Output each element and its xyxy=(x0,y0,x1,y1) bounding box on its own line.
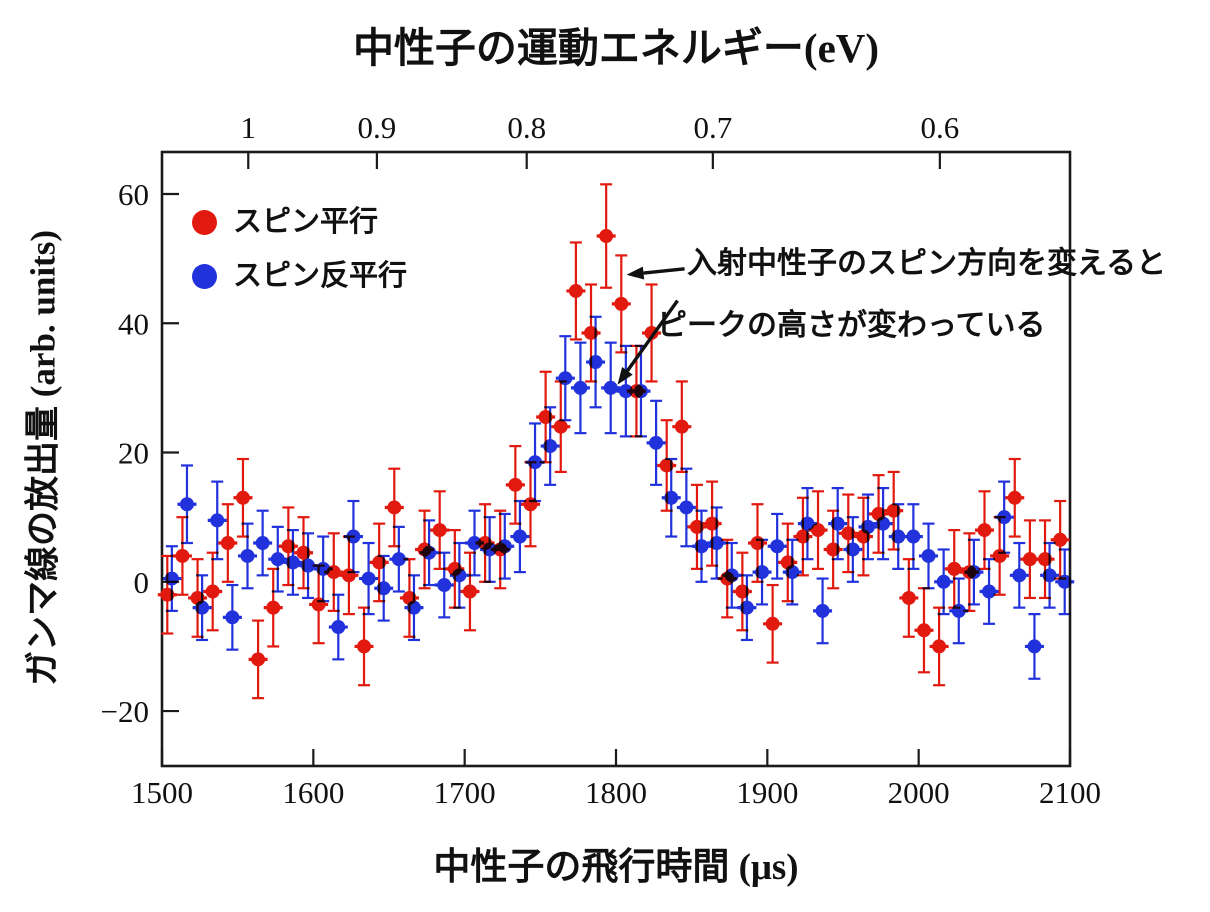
x-axis-ticks: 1500 1600 1700 1800 1900 2000 2100 xyxy=(131,749,1101,810)
svg-text:2100: 2100 xyxy=(1039,775,1101,810)
svg-text:1800: 1800 xyxy=(585,775,647,810)
svg-text:−20: −20 xyxy=(101,694,149,729)
legend-marker-blue-icon xyxy=(192,263,217,289)
top-axis-ticks: 1 0.9 0.8 0.7 0.6 xyxy=(241,110,959,169)
legend-item-spin-antiparallel: スピン反平行 xyxy=(192,260,407,292)
svg-text:20: 20 xyxy=(118,436,149,471)
legend-label-spin-antiparallel: スピン反平行 xyxy=(233,260,408,292)
svg-text:0.6: 0.6 xyxy=(920,110,959,145)
svg-text:1900: 1900 xyxy=(736,775,798,810)
series-spin-antiparallel xyxy=(162,315,1075,680)
svg-text:0.8: 0.8 xyxy=(507,110,546,145)
x-axis-title: 中性子の飛行時間 (μs) xyxy=(433,847,799,888)
legend-item-spin-parallel: スピン平行 xyxy=(192,206,378,238)
top-axis-title: 中性子の運動エネルギー(eV) xyxy=(352,25,880,71)
svg-text:60: 60 xyxy=(118,177,149,212)
svg-text:2000: 2000 xyxy=(888,775,950,810)
svg-text:0.7: 0.7 xyxy=(693,110,732,145)
svg-text:0: 0 xyxy=(134,565,150,600)
svg-text:1: 1 xyxy=(241,110,257,145)
series-spin-parallel xyxy=(157,183,1070,700)
legend-marker-red-icon xyxy=(192,209,217,235)
svg-text:1500: 1500 xyxy=(131,775,193,810)
legend-label-spin-parallel: スピン平行 xyxy=(233,206,379,238)
svg-text:0.9: 0.9 xyxy=(358,110,397,145)
y-axis-title: ガンマ線の放出量 (arb. units) xyxy=(23,230,63,686)
svg-text:1700: 1700 xyxy=(434,775,496,810)
annotation-line2: ピークの高さが変わっている xyxy=(657,309,1046,342)
annotation-arrows xyxy=(617,266,685,385)
y-axis-ticks: −20 0 20 40 60 xyxy=(101,177,179,729)
annotation-line1: 入射中性子のスピン方向を変えると xyxy=(687,247,1167,280)
plot-frame xyxy=(160,150,1072,768)
svg-text:1600: 1600 xyxy=(282,775,344,810)
svg-text:40: 40 xyxy=(118,306,149,341)
